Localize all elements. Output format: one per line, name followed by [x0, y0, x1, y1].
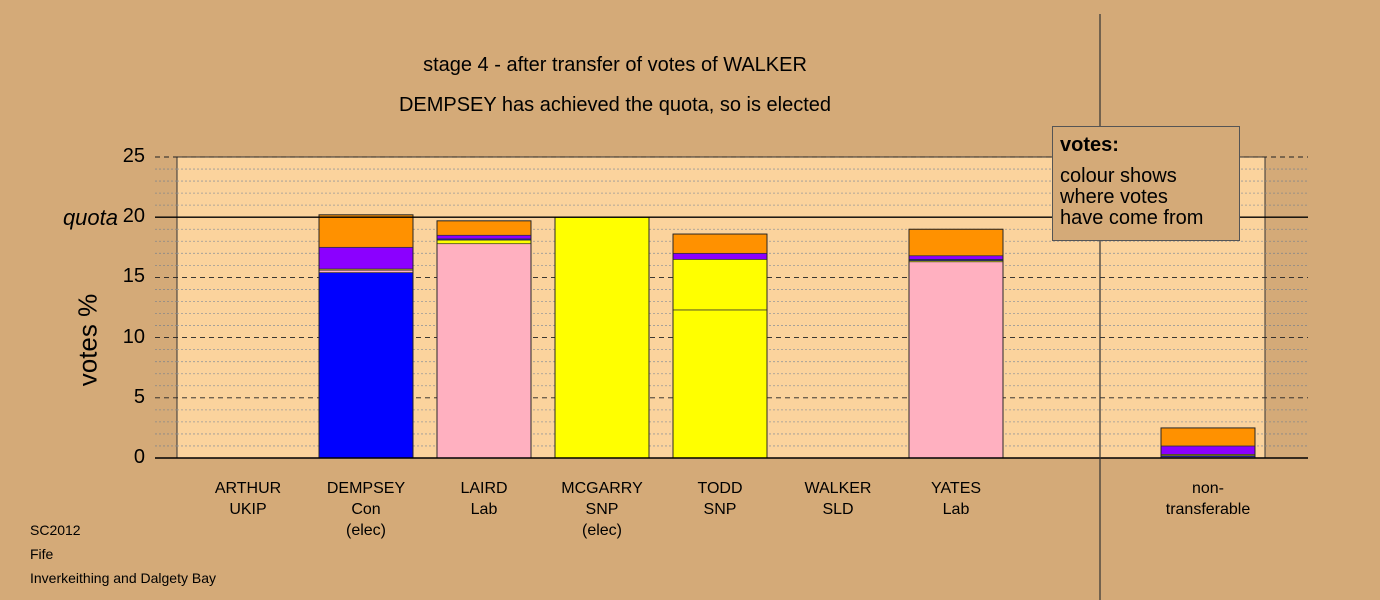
bar-segment	[672, 258, 768, 311]
candidate-name: LAIRD	[460, 480, 508, 497]
category-label: MCGARRY SNP (elec)	[532, 478, 672, 541]
candidate-party: SNP	[703, 501, 737, 518]
candidate-party: SLD	[822, 501, 854, 518]
footer-election: SC2012	[30, 522, 81, 538]
candidate-name: WALKER	[804, 480, 872, 497]
footer-council: Fife	[30, 546, 54, 562]
bar-segment	[436, 239, 532, 245]
candidate-party: Lab	[942, 501, 970, 518]
bar-segment	[318, 269, 414, 273]
candidate-note: (elec)	[345, 522, 386, 539]
bar-segment	[318, 214, 414, 248]
bar-segment	[908, 255, 1004, 260]
candidate-party: Lab	[470, 501, 498, 518]
bar-segment	[1160, 427, 1256, 447]
bar-segment	[908, 228, 1004, 257]
non-transferable-label-line1: non-	[1191, 480, 1225, 497]
bar-segment	[554, 216, 650, 459]
candidate-name: MCGARRY	[561, 480, 643, 497]
category-label: YATES Lab	[886, 478, 1026, 520]
category-label: TODD SNP	[650, 478, 790, 520]
candidate-party: SNP	[585, 501, 619, 518]
bar-segment	[436, 220, 532, 236]
quota-label: quota	[62, 205, 118, 230]
candidate-party: Con	[351, 501, 381, 518]
y-tick-label: 5	[133, 385, 145, 408]
bar-segment	[436, 243, 532, 459]
category-label: DEMPSEY Con (elec)	[296, 478, 436, 541]
category-label: WALKER SLD	[768, 478, 908, 520]
bar-segment	[1160, 445, 1256, 455]
y-tick-label: 15	[122, 265, 145, 288]
candidate-party: UKIP	[229, 501, 267, 518]
footer-ward: Inverkeithing and Dalgety Bay	[30, 570, 216, 586]
bar-segment	[672, 309, 768, 459]
chart-title: stage 4 - after transfer of votes of WAL…	[423, 54, 807, 76]
chart-subtitle: DEMPSEY has achieved the quota, so is el…	[398, 94, 832, 116]
bar-segment	[672, 252, 768, 260]
y-tick-label: 25	[122, 145, 145, 167]
y-axis-label: votes %	[72, 293, 103, 387]
candidate-name: ARTHUR	[214, 480, 282, 497]
legend-heading: votes:	[1060, 134, 1119, 156]
y-tick-label: 0	[133, 446, 145, 468]
bar-segment	[436, 234, 532, 240]
non-transferable-label-line2: transferable	[1165, 501, 1251, 518]
bar-segment	[318, 246, 414, 270]
candidate-name: YATES	[930, 480, 982, 497]
y-tick-label: 20	[122, 205, 145, 228]
non-transferable-label: non- transferable	[1138, 478, 1278, 520]
candidate-note: (elec)	[581, 522, 622, 539]
legend-text: colour shows where votes have come from	[1060, 165, 1204, 229]
bar-segment	[318, 272, 414, 459]
bar-segment	[908, 261, 1004, 459]
bar-segment	[672, 233, 768, 254]
legend-box: votes: colour shows where votes have com…	[1052, 126, 1240, 241]
category-label: ARTHUR UKIP	[178, 478, 318, 520]
candidate-name: TODD	[697, 480, 743, 497]
candidate-name: DEMPSEY	[326, 480, 406, 497]
category-label: LAIRD Lab	[414, 478, 554, 520]
y-tick-label: 10	[122, 325, 145, 348]
